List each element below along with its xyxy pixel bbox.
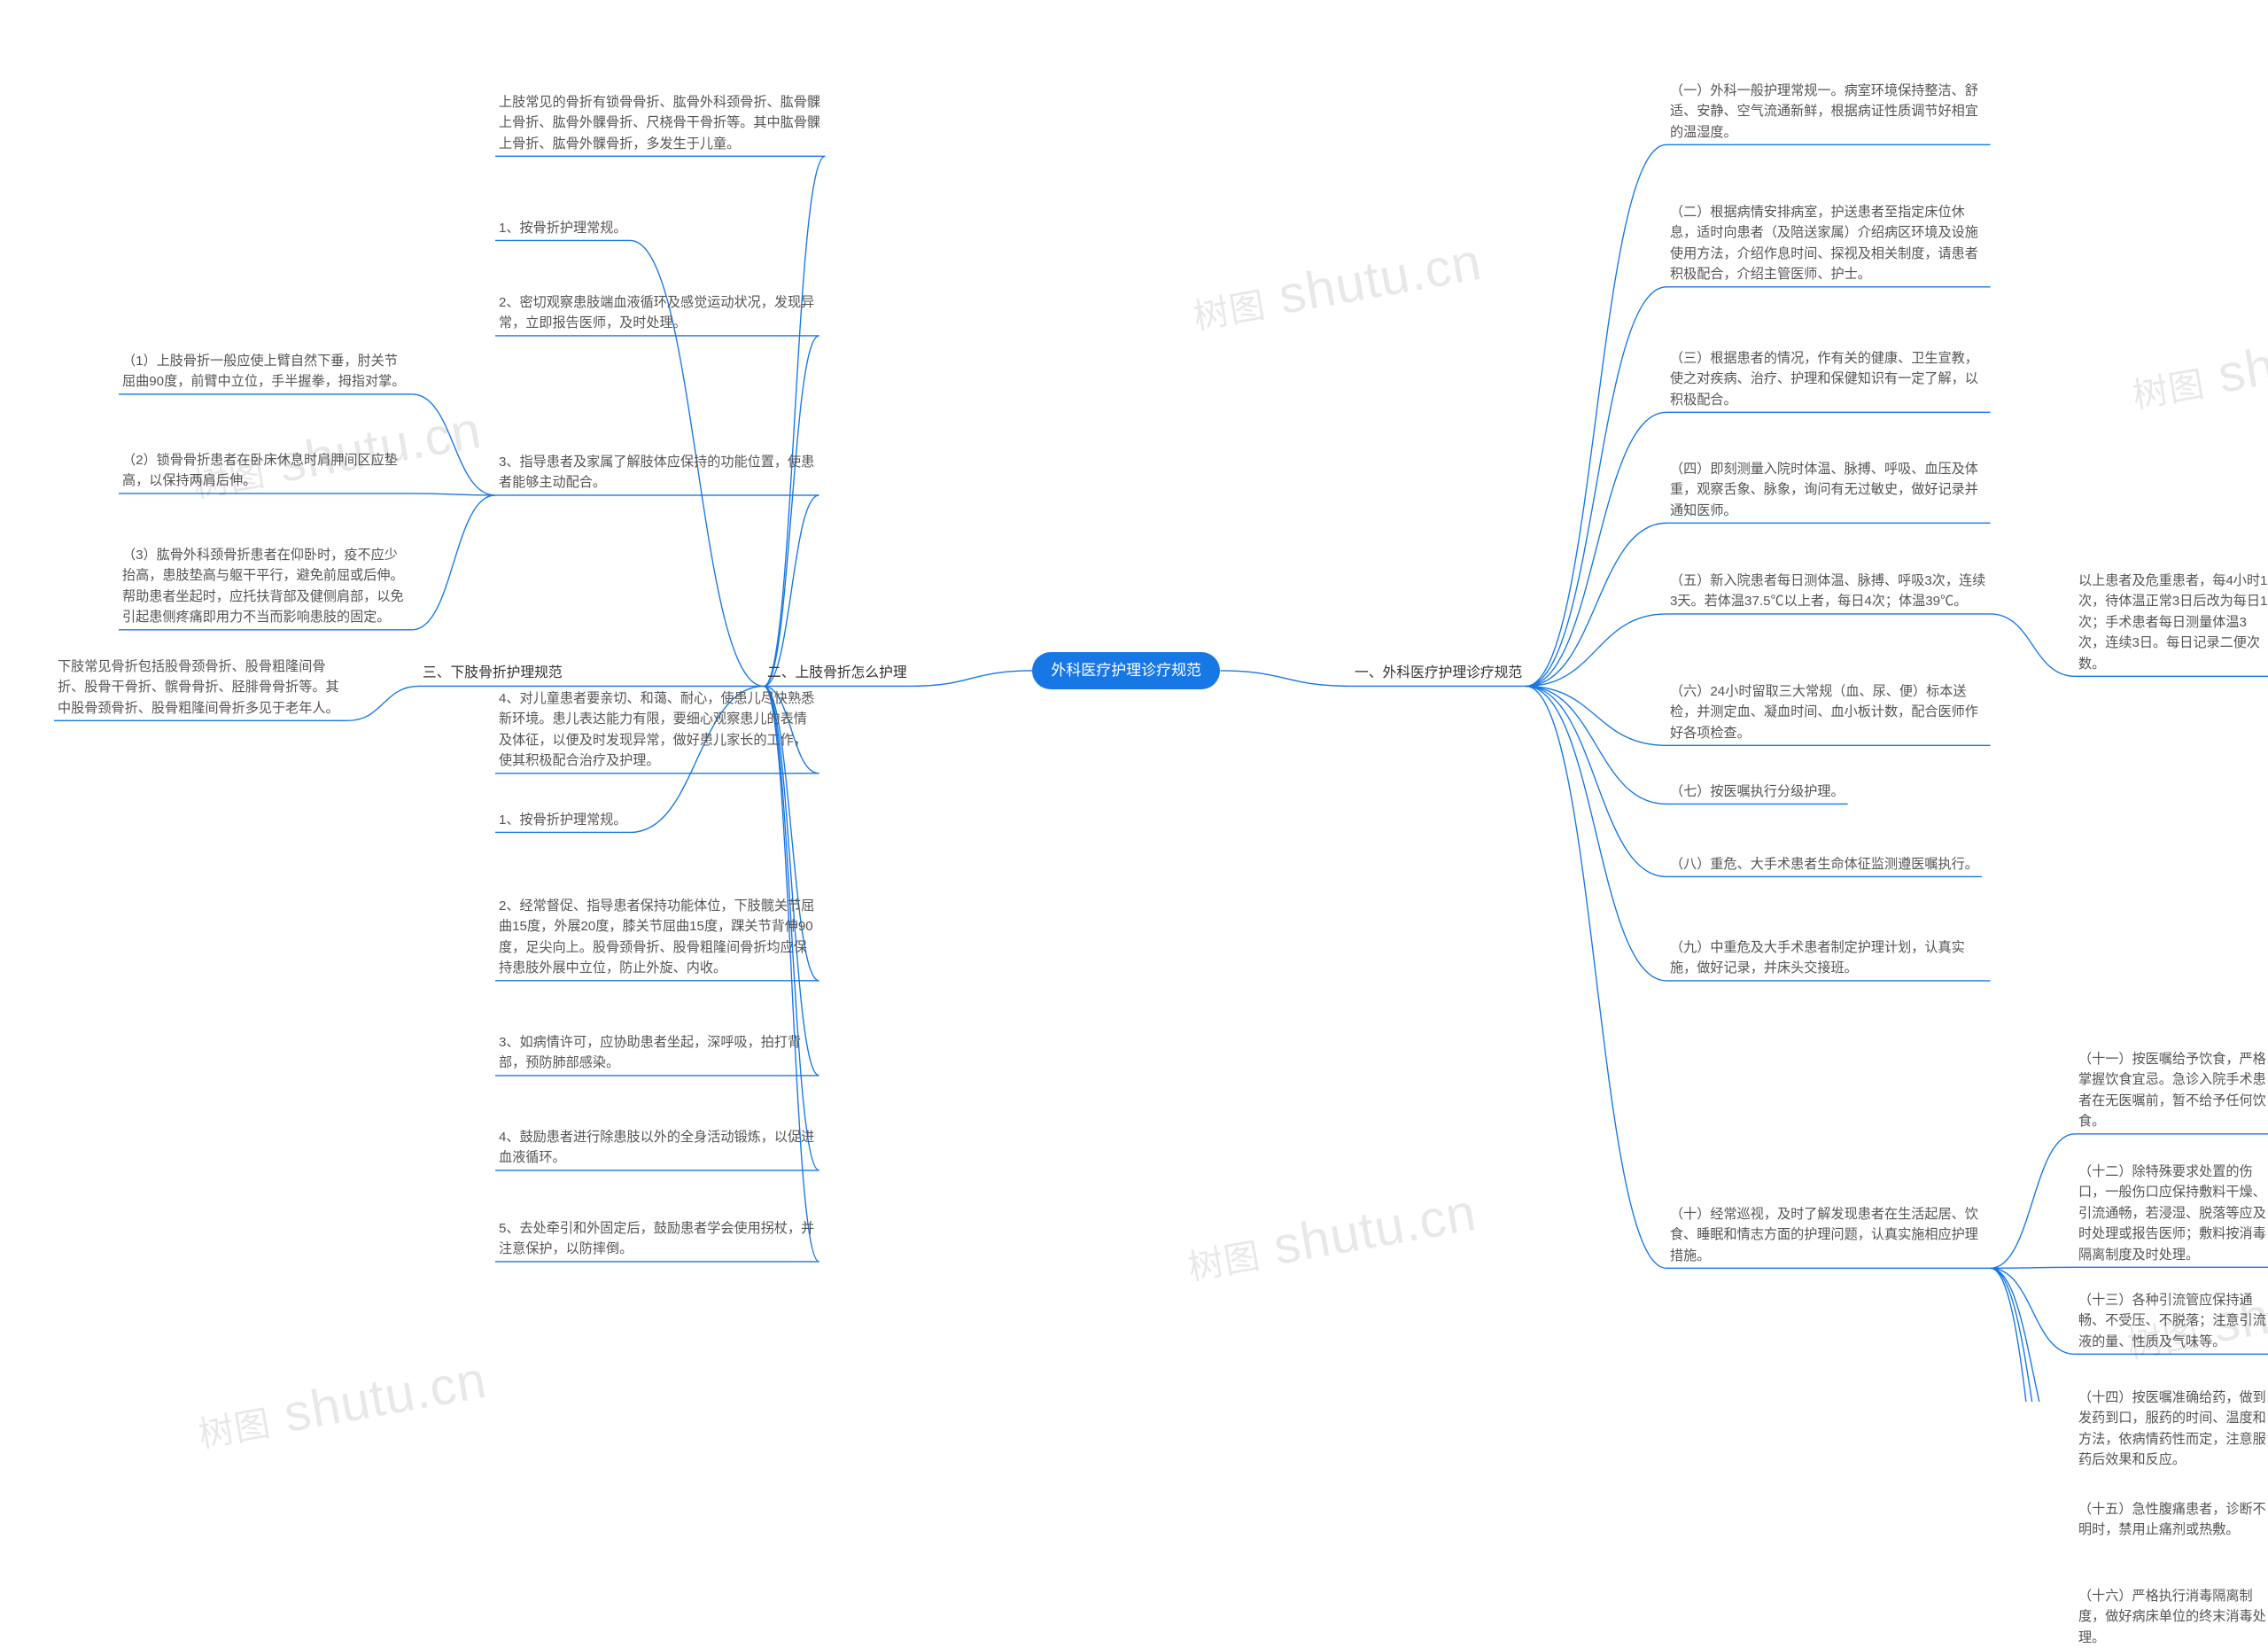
one-item-6: （六）24小时留取三大常规（血、尿、便）标本送检，并测定血、凝血时间、血小板计数…	[1670, 681, 1987, 743]
two-item-3-1: （1）上肢骨折一般应使上臂自然下垂，肘关节屈曲90度，前臂中立位，手半握拳，拇指…	[122, 351, 408, 393]
two-item-4: 4、对儿童患者要亲切、和蔼、耐心，使患儿尽快熟悉新环境。患儿表达能力有限，要细心…	[499, 688, 816, 772]
two-item-6: 2、经常督促、指导患者保持功能体位，下肢髋关节屈曲15度，外展20度，膝关节屈曲…	[499, 896, 816, 979]
branch-two: 二、上肢骨折怎么护理	[767, 663, 907, 684]
one-item-4: （四）即刻测量入院时体温、脉搏、呼吸、血压及体重，观察舌象、脉象，询问有无过敏史…	[1670, 459, 1987, 521]
one-item-2: （二）根据病情安排病室，护送患者至指定床位休息，适时向患者（及陪送家属）介绍病区…	[1670, 202, 1987, 285]
one-item-15: （十五）急性腹痛患者，诊断不明时，禁用止痛剂或热敷。	[2078, 1499, 2268, 1541]
two-item-7: 3、如病情许可，应协助患者坐起，深呼吸，拍打背部，预防肺部感染。	[499, 1032, 816, 1074]
one-item-7: （七）按医嘱执行分级护理。	[1670, 781, 1845, 802]
branch-three: 三、下肢骨折护理规范	[423, 663, 563, 684]
one-item-8: （八）重危、大手术患者生命体征监测遵医嘱执行。	[1670, 854, 1978, 875]
branch-one: 一、外科医疗护理诊疗规范	[1355, 663, 1522, 684]
two-item-3-3: （3）肱骨外科颈骨折患者在仰卧时，疫不应少抬高，患肢垫高与躯干平行，避免前屈或后…	[122, 545, 408, 628]
one-item-10: （十）经常巡视，及时了解发现患者在生活起居、饮食、睡眠和情志方面的护理问题，认真…	[1670, 1204, 1987, 1266]
two-item-1: 1、按骨折护理常规。	[499, 218, 627, 238]
two-item-2: 2、密切观察患肢端血液循环及感觉运动状况，发现异常，立即报告医师，及时处理。	[499, 292, 816, 334]
two-item-8: 4、鼓励患者进行除患肢以外的全身活动锻炼，以促进血液循环。	[499, 1127, 816, 1169]
one-item-5: （五）新入院患者每日测体温、脉搏、呼吸3次，连续3天。若体温37.5℃以上者，每…	[1670, 571, 1987, 612]
three-item: 下肢常见骨折包括股骨颈骨折、股骨粗隆间骨折、股骨干骨折、髌骨骨折、胫腓骨骨折等。…	[58, 657, 344, 719]
one-item-11: （十一）按医嘱给予饮食，严格掌握饮食宜忌。急诊入院手术患者在无医嘱前，暂不给予任…	[2078, 1049, 2268, 1132]
two-intro: 上肢常见的骨折有锁骨骨折、肱骨外科颈骨折、肱骨髁上骨折、肱骨外髁骨折、尺桡骨干骨…	[499, 92, 821, 154]
one-item-1: （一）外科一般护理常规一。病室环境保持整洁、舒适、安静、空气流通新鲜，根据病证性…	[1670, 81, 1987, 143]
one-item-3: （三）根据患者的情况，作有关的健康、卫生宣教，使之对疾病、治疗、护理和保健知识有…	[1670, 348, 1987, 410]
two-item-5: 1、按骨折护理常规。	[499, 810, 627, 830]
two-item-3: 3、指导患者及家属了解肢体应保持的功能位置，使患者能够主动配合。	[499, 452, 816, 494]
one-item-16: （十六）严格执行消毒隔离制度，做好病床单位的终末消毒处理。	[2078, 1586, 2268, 1648]
one-item-9: （九）中重危及大手术患者制定护理计划，认真实施，做好记录，并床头交接班。	[1670, 937, 1987, 979]
two-item-9: 5、去处牵引和外固定后，鼓励患者学会使用拐杖，并注意保护，以防摔倒。	[499, 1218, 816, 1260]
root-node: 外科医疗护理诊疗规范	[1032, 652, 1220, 689]
one-item-5-child: 以上患者及危重患者，每4小时1次，待体温正常3日后改为每日1次；手术患者每日测量…	[2078, 571, 2268, 674]
one-item-12: （十二）除特殊要求处置的伤口，一般伤口应保持敷料干燥、引流通畅，若浸湿、脱落等应…	[2078, 1162, 2268, 1265]
one-item-14: （十四）按医嘱准确给药，做到发药到口，服药的时间、温度和方法，依病情药性而定，注…	[2078, 1388, 2268, 1471]
